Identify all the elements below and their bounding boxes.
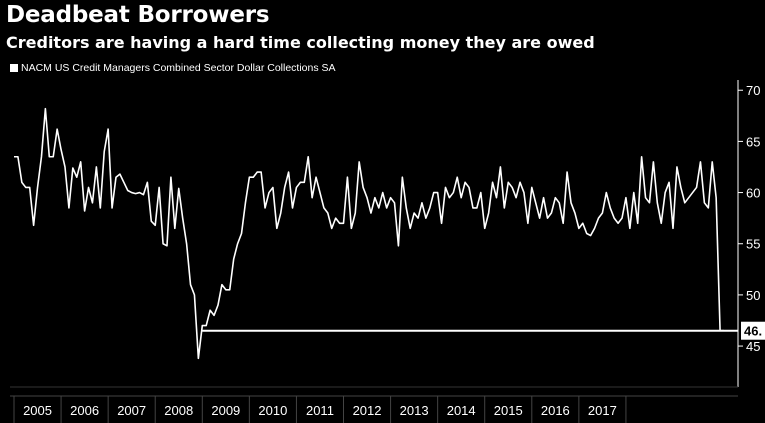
last-value-label: 46. — [744, 324, 762, 339]
y-tick-label: 65 — [746, 134, 760, 149]
legend-swatch — [10, 64, 18, 72]
y-tick-label: 45 — [746, 339, 760, 354]
y-tick-label: 50 — [746, 288, 760, 303]
y-tick-label: 60 — [746, 186, 760, 201]
x-tick-label: 2014 — [447, 403, 476, 418]
x-tick-label: 2013 — [400, 403, 429, 418]
y-tick-label: 55 — [746, 237, 760, 252]
x-tick-label: 2008 — [164, 403, 193, 418]
last-value-label-bg — [741, 321, 765, 340]
x-tick-label: 2017 — [588, 403, 617, 418]
x-tick-label: 2016 — [541, 403, 570, 418]
chart-title: Deadbeat Borrowers — [6, 2, 270, 28]
y-tick-label: 70 — [746, 83, 760, 98]
x-tick-label: 2005 — [23, 403, 52, 418]
series-line — [14, 107, 724, 360]
chart-subtitle: Creditors are having a hard time collect… — [6, 33, 595, 52]
x-tick-label: 2007 — [117, 403, 146, 418]
x-tick-label: 2010 — [258, 403, 287, 418]
x-tick-label: 2012 — [353, 403, 382, 418]
x-tick-label: 2009 — [211, 403, 240, 418]
chart-legend: NACM US Credit Managers Combined Sector … — [10, 62, 336, 74]
x-tick-label: 2011 — [306, 403, 334, 418]
legend-label: NACM US Credit Managers Combined Sector … — [21, 62, 336, 74]
x-tick-label: 2006 — [70, 403, 99, 418]
x-tick-label: 2015 — [494, 403, 523, 418]
